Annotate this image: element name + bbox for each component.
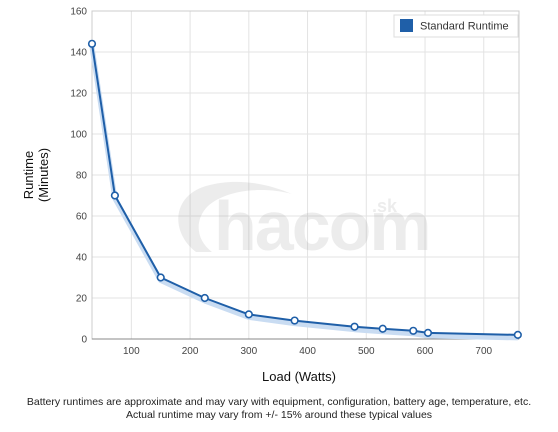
data-point [200,293,209,303]
x-tick-label: 100 [123,346,140,357]
data-point [110,191,120,200]
data-point [378,324,387,333]
axes [91,10,520,340]
y-axis-title-line-2: (Minutes) [36,148,51,202]
tick-labels: 0 20 40 60 80 100 120 140 160 100 200 300 400 500 600 7… [70,7,492,358]
legend-label: Standard Runtime [420,21,509,33]
data-point [87,39,97,48]
y-axis-title: Runtime (Minutes) [21,148,51,202]
y-tick-label: 40 [76,253,88,264]
x-tick-label: 400 [299,346,316,357]
y-tick-label: 60 [76,212,88,223]
watermark-text: hacom [214,187,430,265]
data-point [350,322,359,331]
x-axis-title: Load (Watts) [262,369,336,384]
y-tick-label: 140 [70,48,87,59]
legend-frame [393,14,519,38]
data-point [244,310,253,319]
legend-swatch [400,19,413,32]
x-tick-label: 500 [358,346,375,357]
y-tick-label: 0 [81,335,87,346]
watermark-swoosh-icon [178,181,292,252]
y-tick-label: 20 [76,294,88,305]
data-point [513,330,522,340]
x-tick-label: 600 [417,346,434,357]
x-tick-label: 300 [240,346,257,357]
y-tick-label: 160 [70,7,87,18]
data-points [87,39,522,340]
y-tick-label: 100 [70,130,87,141]
data-point [409,326,418,335]
legend: Standard Runtime [393,14,519,38]
x-tick-label: 200 [182,346,199,357]
grid [92,10,519,339]
data-point [290,316,299,325]
watermark-suffix: .sk [372,196,398,216]
watermark-logo: hacom .sk [178,181,432,265]
footnote-variance: Actual runtime may vary from +/- 15% aro… [125,409,433,421]
y-axis-title-line-1: Runtime [21,151,36,199]
data-point [156,273,165,282]
x-tick-label: 700 [475,346,492,357]
y-tick-label: 120 [70,89,87,100]
data-point [423,328,433,337]
footnote-approximate: Battery runtimes are approximate and may… [26,396,532,408]
y-tick-label: 80 [76,171,88,182]
